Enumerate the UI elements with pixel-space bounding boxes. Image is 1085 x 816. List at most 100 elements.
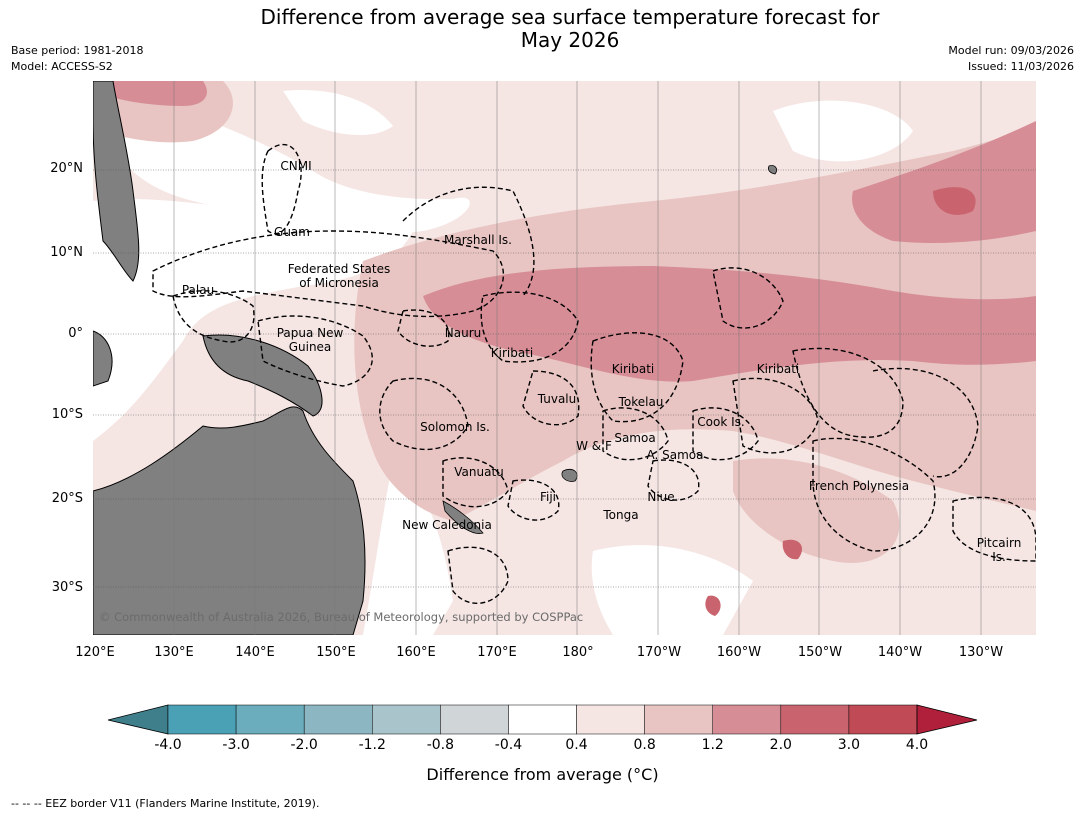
lon-label-160w: 160°W bbox=[716, 645, 762, 660]
label-png-line-1: Papua New bbox=[276, 326, 344, 340]
lat-label-20s: 20°S bbox=[51, 491, 83, 506]
label-kiribati-central: Kiribati bbox=[611, 362, 655, 376]
new-guinea-land bbox=[202, 334, 323, 417]
copyright-notice: © Commonwealth of Australia 2026, Bureau… bbox=[99, 610, 584, 624]
lat-label-30s: 30°S bbox=[51, 580, 83, 595]
model-run: Model run: 09/03/2026 bbox=[948, 44, 1074, 57]
lon-label-180: 180° bbox=[562, 645, 594, 660]
label-fiji: Fiji bbox=[539, 490, 557, 504]
label-vanuatu: Vanuatu bbox=[454, 465, 504, 479]
colorbar-extend-high bbox=[916, 704, 978, 735]
anomaly-1.2-2.0 bbox=[423, 266, 1036, 382]
colorbar-segment bbox=[576, 704, 645, 735]
label-guam: Guam bbox=[274, 225, 310, 239]
lon-label-150e: 150°E bbox=[316, 645, 356, 660]
label-kiribati-west: Kiribati bbox=[490, 346, 534, 360]
lon-label-170e: 170°E bbox=[477, 645, 517, 660]
colorbar-tick-label: -1.2 bbox=[358, 737, 386, 753]
title-line-2: May 2026 bbox=[520, 28, 620, 52]
anomaly-neutral-nw bbox=[283, 90, 393, 136]
fiji-land bbox=[561, 468, 578, 482]
colorbar-tick-label: -0.4 bbox=[494, 737, 523, 753]
lat-label-20n: 20°N bbox=[50, 161, 83, 176]
anomaly-2.0-3.0 bbox=[933, 187, 976, 215]
lat-label-10n: 10°N bbox=[50, 245, 83, 260]
anomaly-neutral-ne bbox=[773, 100, 913, 162]
colorbar-segment bbox=[235, 704, 305, 735]
label-wallis-futuna: W & F bbox=[576, 439, 612, 453]
colorbar-tick-label: -0.8 bbox=[426, 737, 455, 753]
colorbar-tick-label: 0.4 bbox=[565, 737, 588, 753]
colorbar-segment bbox=[440, 704, 509, 735]
anomaly-0.8-1.2-south bbox=[733, 458, 900, 563]
colorbar-extend-low bbox=[107, 704, 169, 735]
colorbar-tick-label: -2.0 bbox=[290, 737, 318, 753]
colorbar-segment bbox=[508, 704, 577, 735]
colorbar-segment bbox=[303, 704, 373, 735]
label-solomon-islands: Solomon Is. bbox=[420, 420, 490, 434]
label-tuvalu: Tuvalu bbox=[537, 392, 577, 406]
label-png: Papua New Guinea bbox=[277, 326, 344, 354]
label-kiribati-east: Kiribati bbox=[756, 362, 800, 376]
colorbar-segment bbox=[644, 704, 713, 735]
colorbar-tick-label: 3.0 bbox=[837, 737, 861, 753]
label-nauru: Nauru bbox=[444, 326, 482, 340]
label-palau: Palau bbox=[181, 283, 215, 297]
hawaii-land bbox=[767, 165, 777, 175]
base-period: Base period: 1981-2018 bbox=[11, 44, 144, 57]
borneo-land bbox=[93, 330, 113, 387]
meridians bbox=[173, 81, 982, 635]
label-pitcairn-line-1: Pitcairn bbox=[976, 536, 1022, 550]
meta-left: Base period: 1981-2018 Model: ACCESS-S2 bbox=[11, 43, 143, 75]
australia-land bbox=[93, 406, 366, 635]
colorbar-segment bbox=[167, 704, 237, 735]
eez-legend-note: -- -- -- EEZ border V11 (Flanders Marine… bbox=[11, 797, 320, 810]
label-pitcairn: Pitcairn Is. bbox=[977, 536, 1022, 564]
anomaly-neutral-sw bbox=[363, 461, 453, 635]
label-tokelau: Tokelau bbox=[618, 395, 664, 409]
anomaly-1.2-2.0-spot2 bbox=[705, 595, 721, 616]
label-marshall-islands: Marshall Is. bbox=[444, 233, 512, 247]
label-cnmi: CNMI bbox=[280, 159, 312, 173]
label-american-samoa: A. Samoa bbox=[646, 448, 704, 462]
colorbar-segment bbox=[712, 704, 782, 735]
anomaly-1.2-2.0-spot bbox=[782, 539, 803, 560]
map-panel[interactable]: CNMI Guam Marshall Is. Federated States … bbox=[93, 81, 1036, 635]
anomaly-1.2-2.0-nw bbox=[108, 81, 207, 106]
lon-label-150w: 150°W bbox=[797, 645, 843, 660]
lon-label-140e: 140°E bbox=[235, 645, 275, 660]
colorbar-label: Difference from average (°C) bbox=[426, 765, 659, 784]
lon-label-140w: 140°W bbox=[877, 645, 923, 660]
colorbar-tick-label: 0.8 bbox=[633, 737, 656, 753]
model-name: Model: ACCESS-S2 bbox=[11, 60, 113, 73]
meta-right: Model run: 09/03/2026 Issued: 11/03/2026 bbox=[948, 43, 1074, 75]
gridlines bbox=[93, 169, 1036, 588]
colorbar-segments bbox=[167, 704, 918, 735]
colorbar-segment bbox=[848, 704, 918, 735]
philippines-land bbox=[93, 81, 140, 282]
colorbar-tick-label: 4.0 bbox=[905, 737, 929, 753]
lon-label-130w: 130°W bbox=[958, 645, 1004, 660]
eez-borders bbox=[152, 143, 1036, 605]
label-pitcairn-line-2: Is. bbox=[992, 550, 1006, 564]
label-samoa: Samoa bbox=[614, 431, 656, 445]
lon-label-120e: 120°E bbox=[75, 645, 115, 660]
anomaly-1.2-2.0-northeast bbox=[852, 121, 1036, 243]
colorbar-tick-label: 2.0 bbox=[769, 737, 792, 753]
colorbar-tick-label: -3.0 bbox=[222, 737, 250, 753]
label-tonga: Tonga bbox=[603, 508, 639, 522]
colorbar-tick-label: 1.2 bbox=[701, 737, 724, 753]
colorbar-segment bbox=[372, 704, 441, 735]
label-fsm: Federated States of Micronesia bbox=[288, 262, 390, 290]
issued-date: Issued: 11/03/2026 bbox=[967, 60, 1074, 73]
label-fsm-line-1: Federated States bbox=[287, 262, 391, 276]
label-cook-islands: Cook Is. bbox=[697, 415, 745, 429]
anomaly-neutral-west bbox=[93, 198, 413, 441]
label-png-line-2: Guinea bbox=[288, 340, 332, 354]
colorbar-tick-label: -4.0 bbox=[154, 737, 182, 753]
label-new-caledonia: New Caledonia bbox=[402, 518, 492, 532]
map-canvas bbox=[93, 81, 1036, 635]
title-line-1: Difference from average sea surface temp… bbox=[260, 5, 880, 29]
lat-label-equator: 0° bbox=[68, 326, 83, 341]
colorbar bbox=[107, 704, 978, 735]
